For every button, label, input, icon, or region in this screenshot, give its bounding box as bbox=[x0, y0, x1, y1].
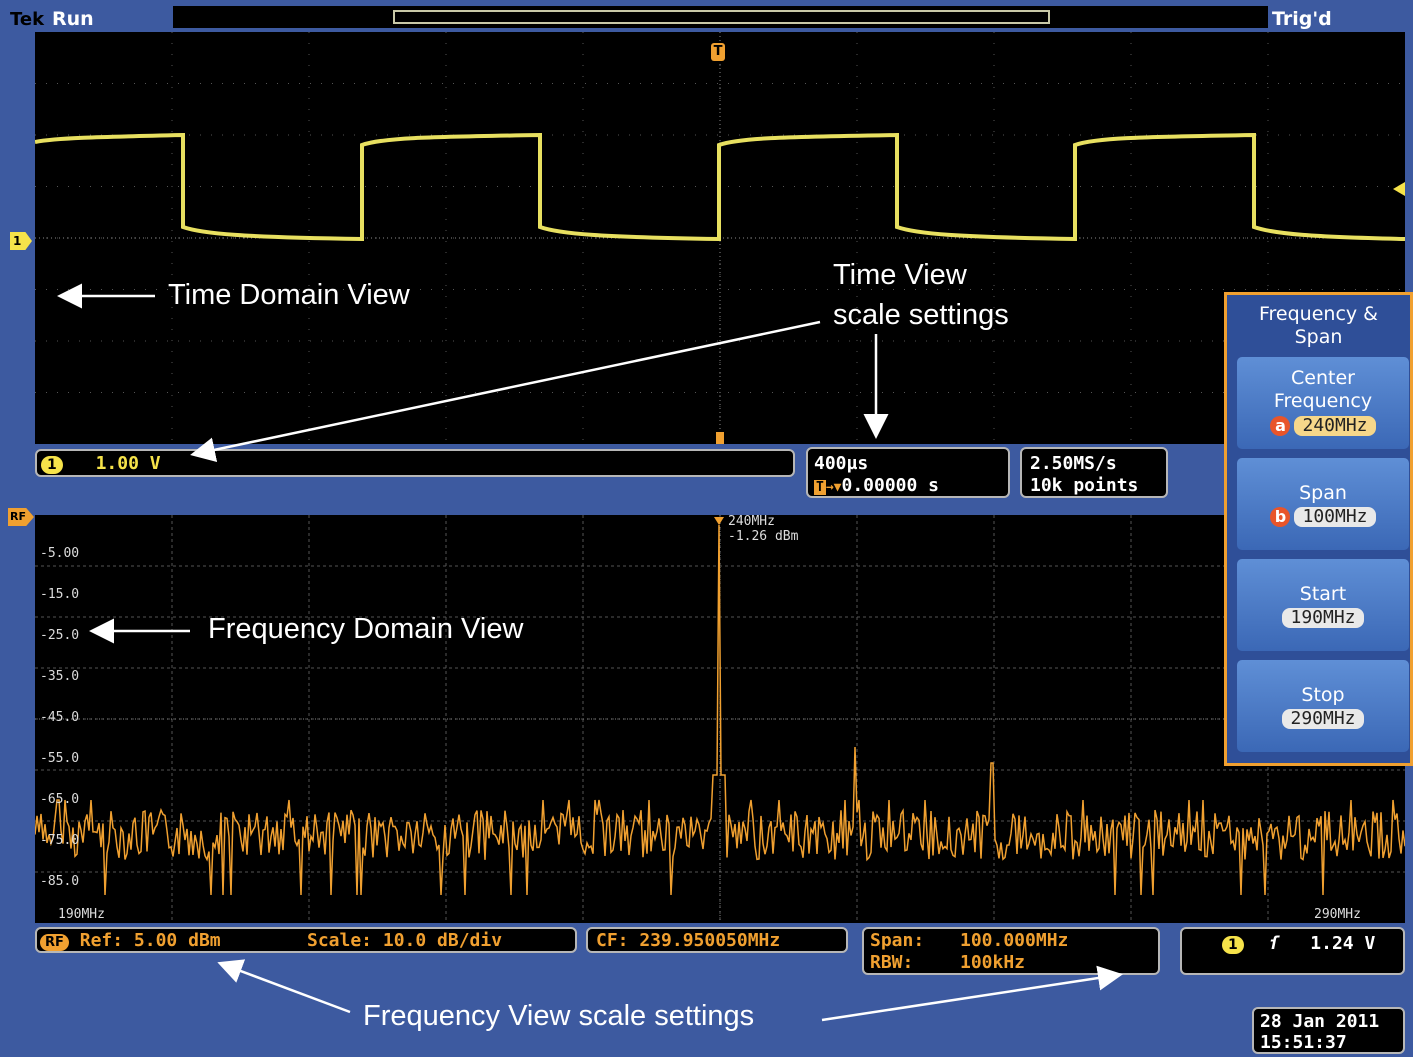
knob-a-icon: a bbox=[1270, 416, 1291, 436]
start-button[interactable]: Start 190MHz bbox=[1237, 559, 1409, 651]
rf-ref-scale-readout[interactable]: RF Ref: 5.00 dBm Scale: 10.0 dB/div bbox=[35, 927, 577, 953]
peak-marker-icon bbox=[714, 517, 724, 525]
channel-1-marker[interactable]: 1 bbox=[10, 232, 32, 250]
annotation-frequency-domain: Frequency Domain View bbox=[208, 613, 524, 645]
span-value: 100.000MHz bbox=[960, 930, 1069, 951]
peak-marker-readout: 240MHz -1.26 dBm bbox=[728, 514, 798, 544]
peak-level: -1.26 dBm bbox=[728, 529, 799, 544]
stop-button[interactable]: Stop 290MHz bbox=[1237, 660, 1409, 752]
menu-title: Frequency & Span bbox=[1258, 303, 1378, 348]
rf-badge: RF bbox=[40, 934, 69, 951]
rbw-value: 100kHz bbox=[960, 952, 1026, 973]
trigger-readout[interactable]: 1 ſ 1.24 V bbox=[1180, 927, 1405, 975]
trigger-channel-badge: 1 bbox=[1222, 936, 1244, 954]
center-frequency-readout[interactable]: CF: 239.950050MHz bbox=[586, 927, 848, 953]
reference-level: Ref: 5.00 dBm bbox=[79, 930, 221, 951]
rf-reference-marker[interactable]: RF bbox=[8, 508, 34, 526]
trigger-position-marker[interactable]: T bbox=[711, 43, 725, 61]
y-label: -25.0 bbox=[40, 628, 80, 643]
frequency-grid bbox=[35, 515, 1405, 923]
timebase-readout[interactable]: 400µs T →▼0.00000 s bbox=[806, 447, 1010, 498]
vertical-scale-value: 1.00 V bbox=[95, 453, 161, 474]
annotation-time-domain: Time Domain View bbox=[168, 279, 410, 311]
record-length: 10k points bbox=[1030, 475, 1139, 496]
arrow-frequency-span bbox=[821, 965, 1123, 1022]
center-frequency-value: 240MHz bbox=[1294, 416, 1376, 436]
y-label: -65.0 bbox=[40, 792, 80, 807]
start-value: 190MHz bbox=[1282, 608, 1364, 628]
time: 15:51:37 bbox=[1260, 1032, 1347, 1053]
rising-edge-icon: ſ bbox=[1268, 933, 1280, 954]
time-domain-graticule[interactable] bbox=[35, 32, 1405, 444]
trigger-position-value: 0.00000 s bbox=[841, 475, 940, 496]
sample-rate: 2.50MS/s bbox=[1030, 453, 1117, 474]
y-label: -15.0 bbox=[40, 587, 80, 602]
arrow-frequency-ref bbox=[217, 959, 351, 1014]
y-label: -85.0 bbox=[40, 874, 80, 889]
stop-value: 290MHz bbox=[1282, 709, 1364, 729]
rbw-label: RBW: bbox=[870, 952, 914, 973]
acquisition-readout[interactable]: 2.50MS/s 10k points bbox=[1020, 447, 1168, 498]
y-label: -45.0 bbox=[40, 710, 80, 725]
frequency-domain-trace bbox=[35, 524, 1405, 896]
span-button-label: Span bbox=[1299, 482, 1347, 504]
span-rbw-readout[interactable]: Span: 100.000MHz RBW: 100kHz bbox=[862, 927, 1160, 975]
trigger-level-value: 1.24 V bbox=[1310, 933, 1376, 954]
channel-1-badge: 1 bbox=[41, 456, 63, 474]
start-label: Start bbox=[1299, 583, 1347, 605]
y-label: -75.0 bbox=[40, 833, 80, 848]
trigger-state: Trig'd bbox=[1272, 8, 1332, 30]
time-grid bbox=[35, 32, 1405, 444]
run-state: Run bbox=[52, 8, 94, 30]
span-button[interactable]: Span b 100MHz bbox=[1237, 458, 1409, 550]
annotation-time-scale-line1: Time View bbox=[833, 259, 967, 291]
trigger-bottom-marker bbox=[716, 432, 724, 444]
span-button-value: 100MHz bbox=[1294, 507, 1376, 527]
span-label: Span: bbox=[870, 930, 925, 951]
start-frequency-label: 190MHz bbox=[58, 907, 105, 922]
brand-logo: Tek bbox=[10, 9, 45, 30]
status-bar bbox=[0, 0, 1413, 32]
record-view-indicator bbox=[393, 10, 1050, 24]
y-label: -55.0 bbox=[40, 751, 80, 766]
knob-b-icon: b bbox=[1270, 507, 1291, 527]
center-frequency-label: Center Frequency bbox=[1273, 367, 1373, 412]
date-time-readout: 28 Jan 2011 15:51:37 bbox=[1252, 1007, 1405, 1054]
timebase-value: 400µs bbox=[814, 453, 869, 474]
annotation-time-scale-line2: scale settings bbox=[833, 299, 1009, 331]
time-domain-trace bbox=[35, 132, 1405, 242]
frequency-domain-graticule[interactable] bbox=[35, 515, 1405, 923]
annotation-frequency-scale: Frequency View scale settings bbox=[363, 1000, 755, 1032]
frequency-span-menu: Frequency & Span Center Frequency a 240MH… bbox=[1224, 292, 1413, 766]
y-label: -5.00 bbox=[40, 546, 80, 561]
vertical-scale-readout[interactable]: 1 1.00 V bbox=[35, 449, 795, 477]
y-label: -35.0 bbox=[40, 669, 80, 684]
stop-label: Stop bbox=[1301, 684, 1345, 706]
stop-frequency-label: 290MHz bbox=[1314, 907, 1361, 922]
peak-frequency: 240MHz bbox=[728, 514, 775, 529]
center-frequency-button[interactable]: Center Frequency a 240MHz bbox=[1237, 357, 1409, 449]
vertical-scale: Scale: 10.0 dB/div bbox=[307, 930, 503, 951]
date: 28 Jan 2011 bbox=[1260, 1011, 1380, 1032]
trigger-icon: T bbox=[814, 480, 826, 495]
